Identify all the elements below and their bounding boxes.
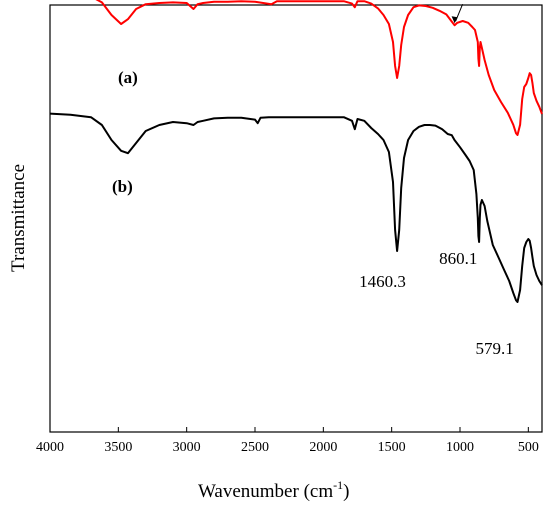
x-axis-ticks: 4000 3500 3000 2500 2000 1500 1000 500 [36, 427, 539, 455]
x-tick-label: 3500 [104, 440, 132, 455]
x-tick-label: 2000 [309, 440, 337, 455]
peak-annotation: 1460.3 [359, 272, 406, 291]
x-tick-label: 500 [518, 440, 539, 455]
x-tick-label: 3000 [173, 440, 201, 455]
x-tick-label: 4000 [36, 440, 64, 455]
series-line-b [49, 112, 543, 303]
annotation-arrowhead [451, 16, 458, 24]
x-tick-label: 1000 [446, 440, 474, 455]
x-axis-title: Wavenumber (cm-1) [198, 478, 349, 502]
peak-annotation: 860.1 [439, 249, 477, 268]
x-axis-title-main: Wavenumber (cm [198, 481, 333, 502]
x-tick-label: 2500 [241, 440, 269, 455]
plot-frame [49, 4, 543, 433]
y-axis-title: Transmittance [8, 164, 29, 272]
series-label-b: (b) [112, 177, 133, 196]
x-axis-title-sup: -1 [333, 478, 343, 492]
series-layer [49, 0, 543, 303]
series-label-a: (a) [118, 68, 138, 87]
annotation-layer: 1039.5 1460.3 860.1 579.1 [359, 0, 514, 358]
x-axis-title-close: ) [343, 481, 349, 502]
peak-annotation: 579.1 [476, 339, 514, 358]
peak-annotation: 1039.5 [457, 0, 504, 3]
x-tick-label: 1500 [378, 440, 406, 455]
series-line-a [95, 0, 543, 136]
